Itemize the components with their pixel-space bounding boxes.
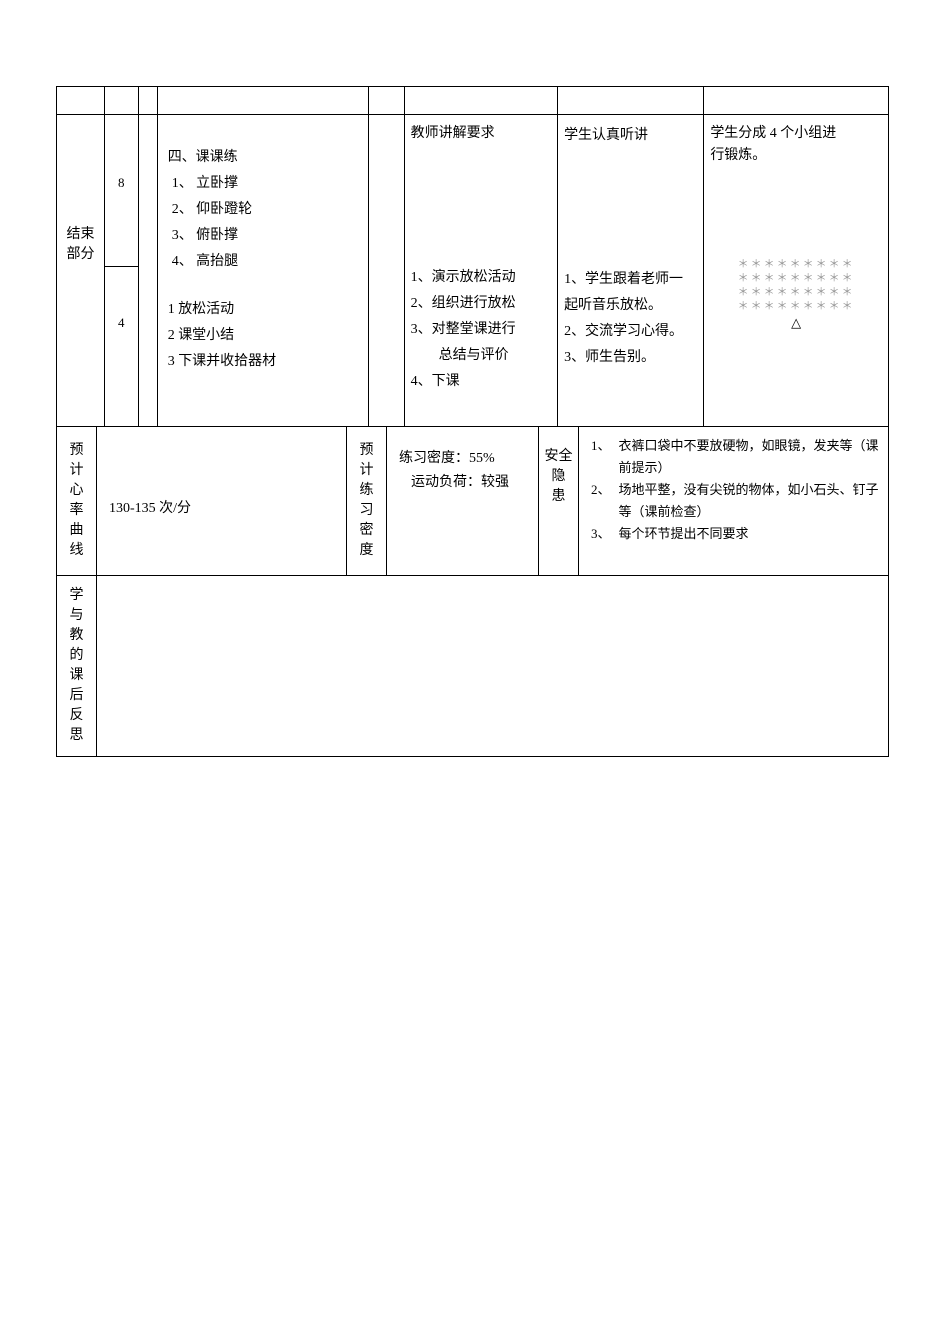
heart-label-1: 预计 (63, 441, 90, 481)
content-item-3: 3、 俯卧撑 (168, 223, 358, 249)
formation-stars-2: ＊＊＊＊＊＊＊＊＊ (704, 271, 888, 285)
safety-label-1: 安全隐 (543, 447, 574, 487)
safety-idx-3: 3、 (591, 523, 619, 545)
formation-top-1: 学生分成 4 个小组进 (710, 123, 882, 145)
metrics-row: 预计 心率 曲线 130-135 次/分 预计 练习 密度 练习密度：55% 运… (57, 427, 889, 576)
stub-cell (704, 87, 889, 115)
heart-rate-label-cell: 预计 心率 曲线 (57, 427, 97, 576)
formation-stars-3: ＊＊＊＊＊＊＊＊＊ (704, 285, 888, 299)
safety-txt-2: 场地平整，没有尖锐的物体，如小石头、钉子等（课前检查） (619, 479, 880, 523)
safety-idx-1: 1、 (591, 435, 619, 479)
section-label-cell: 结束 部分 (57, 115, 105, 427)
reflection-label-4: 反思 (63, 706, 90, 746)
reflection-content-cell (97, 576, 889, 757)
safety-value-cell: 1、 衣裤口袋中不要放硬物，如眼镜，发夹等（课前提示） 2、 场地平整，没有尖锐… (579, 427, 889, 576)
teacher-item-4: 4、下课 (411, 369, 551, 395)
stub-cell (558, 87, 704, 115)
density-line-1: 练习密度：55% (399, 447, 526, 471)
stub-row (57, 87, 889, 115)
stub-cell (157, 87, 368, 115)
heart-rate-value-cell: 130-135 次/分 (97, 427, 347, 576)
formation-triangle: △ (704, 313, 888, 331)
lesson-plan-table: 结束 部分 8 四、课课练 1、 立卧撑 2、 仰卧蹬轮 3、 俯卧撑 4、 高… (56, 86, 889, 427)
safety-label-2: 患 (543, 487, 574, 507)
teacher-item-2: 2、组织进行放松 (411, 291, 551, 317)
section-label-line2: 部分 (63, 245, 98, 265)
reflection-row: 学与 教的 课后 反思 (57, 576, 889, 757)
formation-stars-1: ＊＊＊＊＊＊＊＊＊ (704, 257, 888, 271)
student-top: 学生认真听讲 (558, 115, 703, 157)
density-label-3: 密度 (353, 521, 380, 561)
empty-cell-2 (368, 115, 404, 427)
student-item-1b: 起听音乐放松。 (564, 293, 697, 319)
formation-stars-4: ＊＊＊＊＊＊＊＊＊ (704, 299, 888, 313)
stub-cell (104, 87, 138, 115)
content-item-2: 2、 仰卧蹬轮 (168, 197, 358, 223)
formation-cell: 学生分成 4 个小组进 行锻炼。 ＊＊＊＊＊＊＊＊＊ ＊＊＊＊＊＊＊＊＊ ＊＊＊… (704, 115, 889, 427)
time-cell-2: 4 (104, 267, 138, 427)
student-item-2: 2、交流学习心得。 (564, 319, 697, 345)
stub-cell (404, 87, 557, 115)
time-cell-1: 8 (104, 115, 138, 267)
teacher-cell: 教师讲解要求 1、演示放松活动 2、组织进行放松 3、对整堂课进行 总结与评价 … (404, 115, 557, 427)
heart-label-2: 心率 (63, 481, 90, 521)
reflection-label-1: 学与 (63, 586, 90, 626)
density-label-2: 练习 (353, 481, 380, 521)
reflection-label-3: 课后 (63, 666, 90, 706)
student-cell: 学生认真听讲 1、学生跟着老师一 起听音乐放松。 2、交流学习心得。 3、师生告… (558, 115, 704, 427)
stub-cell (57, 87, 105, 115)
time-value-2: 4 (105, 267, 138, 331)
safety-label-cell: 安全隐 患 (539, 427, 579, 576)
section-label-line1: 结束 (63, 225, 98, 245)
teacher-item-3b: 总结与评价 (411, 343, 551, 369)
teacher-top: 教师讲解要求 (405, 115, 557, 155)
density-label-cell: 预计 练习 密度 (347, 427, 387, 576)
stub-cell (368, 87, 404, 115)
heart-label-3: 曲线 (63, 521, 90, 561)
formation-top-2: 行锻炼。 (710, 145, 882, 167)
student-item-3: 3、师生告别。 (564, 345, 697, 371)
content-relax-3: 3 下课并收拾器材 (168, 349, 358, 375)
safety-txt-1: 衣裤口袋中不要放硬物，如眼镜，发夹等（课前提示） (619, 435, 880, 479)
content-cell: 四、课课练 1、 立卧撑 2、 仰卧蹬轮 3、 俯卧撑 4、 高抬腿 1 放松活… (157, 115, 368, 427)
safety-txt-3: 每个环节提出不同要求 (619, 523, 880, 545)
reflection-label-2: 教的 (63, 626, 90, 666)
density-label-1: 预计 (353, 441, 380, 481)
safety-idx-2: 2、 (591, 479, 619, 523)
teacher-item-1: 1、演示放松活动 (411, 265, 551, 291)
heart-rate-value: 130-135 次/分 (109, 501, 191, 516)
density-value-cell: 练习密度：55% 运动负荷：较强 (387, 427, 539, 576)
metrics-table: 预计 心率 曲线 130-135 次/分 预计 练习 密度 练习密度：55% 运… (56, 427, 889, 757)
content-item-1: 1、 立卧撑 (168, 171, 358, 197)
time-value-1: 8 (105, 115, 138, 191)
teacher-item-3: 3、对整堂课进行 (411, 317, 551, 343)
empty-narrow-cell (138, 115, 157, 427)
content-relax-1: 1 放松活动 (168, 297, 358, 323)
section-row: 结束 部分 8 四、课课练 1、 立卧撑 2、 仰卧蹬轮 3、 俯卧撑 4、 高… (57, 115, 889, 267)
density-line-2: 运动负荷：较强 (399, 471, 526, 495)
stub-cell (138, 87, 157, 115)
content-relax-2: 2 课堂小结 (168, 323, 358, 349)
reflection-label-cell: 学与 教的 课后 反思 (57, 576, 97, 757)
student-item-1: 1、学生跟着老师一 (564, 267, 697, 293)
content-title: 四、课课练 (168, 145, 358, 171)
content-item-4: 4、 高抬腿 (168, 249, 358, 275)
